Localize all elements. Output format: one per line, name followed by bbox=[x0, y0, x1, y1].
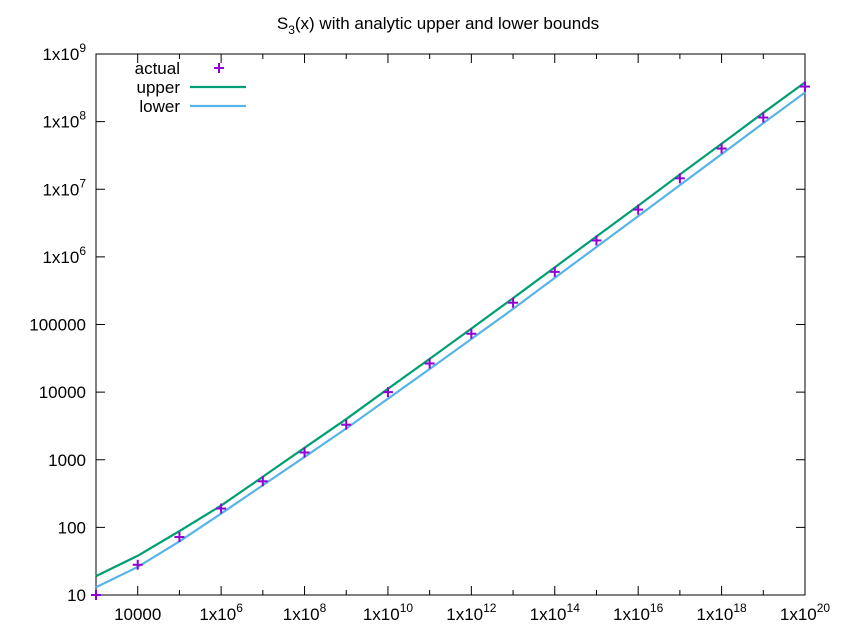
series-line-upper bbox=[95, 81, 806, 578]
chart-title: S3(x) with analytic upper and lower boun… bbox=[277, 14, 599, 37]
data-point-actual bbox=[633, 204, 644, 215]
data-point-actual bbox=[549, 266, 560, 277]
legend-marker-actual bbox=[214, 63, 224, 73]
y-tick-label: 10000 bbox=[39, 383, 86, 402]
chart-title-rest: (x) with analytic upper and lower bounds bbox=[295, 14, 599, 33]
x-tick-label: 1x1010 bbox=[363, 601, 414, 624]
x-axis-tick-labels: 10000 1x106 1x108 1x1010 1x1012 1x1014 1x1016 1… bbox=[114, 601, 830, 624]
data-point-actual bbox=[508, 297, 519, 308]
y-tick-label: 1x107 bbox=[42, 176, 86, 199]
chart-title-subscript: 3 bbox=[288, 23, 295, 37]
x-tick-label: 1x106 bbox=[199, 601, 243, 624]
x-tick-label: 1x1014 bbox=[530, 601, 581, 624]
data-point-actual bbox=[591, 235, 602, 246]
data-point-actual bbox=[299, 447, 310, 458]
x-tick-label: 1x108 bbox=[283, 601, 327, 624]
x-tick-label: 10000 bbox=[114, 605, 161, 624]
y-axis-tick-labels: 10 100 1000 10000 100000 1x106 1x107 1x108 1x109 bbox=[29, 41, 86, 605]
data-point-actual bbox=[466, 328, 477, 339]
data-point-actual bbox=[716, 143, 727, 154]
y-tick-label: 1000 bbox=[48, 451, 86, 470]
y-tick-label: 1x108 bbox=[42, 109, 86, 132]
series-layer bbox=[91, 81, 810, 600]
x-tick-label: 1x1020 bbox=[780, 601, 831, 624]
legend-label-upper: upper bbox=[137, 78, 181, 97]
y-tick-label: 1x109 bbox=[42, 41, 86, 64]
x-tick-label: 1x1018 bbox=[696, 601, 747, 624]
data-point-actual bbox=[341, 419, 352, 430]
data-point-actual bbox=[216, 503, 227, 514]
data-point-actual bbox=[132, 559, 143, 570]
data-point-actual bbox=[174, 532, 185, 543]
legend-label-lower: lower bbox=[139, 97, 180, 116]
legend-label-actual: actual bbox=[135, 59, 180, 78]
y-tick-label: 100 bbox=[58, 518, 86, 537]
y-tick-label: 10 bbox=[67, 586, 86, 605]
data-point-actual bbox=[91, 590, 101, 600]
data-point-actual bbox=[674, 173, 685, 184]
axis-ticks bbox=[95, 53, 806, 596]
x-tick-label: 1x1016 bbox=[613, 601, 664, 624]
data-point-actual bbox=[382, 387, 393, 398]
data-point-actual bbox=[257, 476, 268, 487]
plot-frame bbox=[95, 53, 806, 596]
data-point-actual bbox=[758, 112, 769, 123]
series-line-lower bbox=[95, 91, 806, 589]
x-tick-label: 1x1012 bbox=[446, 601, 497, 624]
data-point-actual bbox=[800, 81, 810, 92]
data-point-actual bbox=[424, 358, 435, 369]
chart-title-base: S bbox=[277, 14, 288, 33]
y-tick-label: 1x106 bbox=[42, 244, 86, 267]
y-tick-label: 100000 bbox=[29, 316, 86, 335]
